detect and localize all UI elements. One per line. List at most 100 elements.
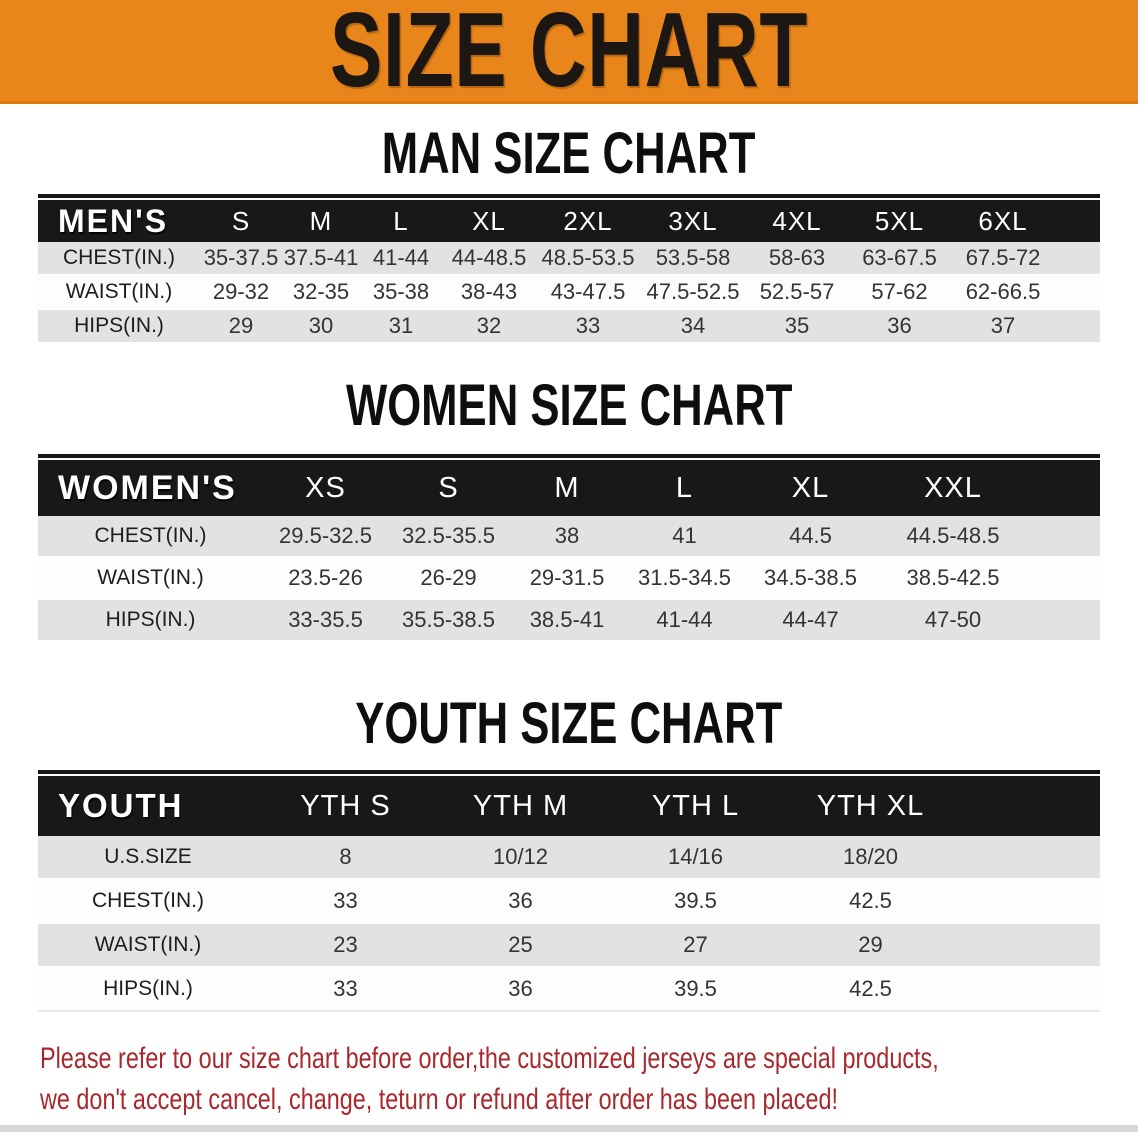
- table-row: WAIST(IN.) 23 25 27 29: [38, 924, 1100, 968]
- header-row: YOUTH YTH S YTH M YTH L YTH XL: [38, 774, 1100, 836]
- womens-size-table: WOMEN'S XS S M L XL XXL CHEST(IN.) 29.5-…: [38, 454, 1100, 642]
- size-value-cell: 32.5-35.5: [388, 516, 509, 558]
- disclaimer-text: Please refer to our size chart before or…: [40, 1038, 939, 1120]
- size-value-cell: 23.5-26: [263, 558, 388, 600]
- filler-cell: [1055, 198, 1100, 242]
- disclaimer-line-2: we don't accept cancel, change, teturn o…: [40, 1083, 838, 1116]
- table-row: CHEST(IN.) 29.5-32.5 32.5-35.5 38 41 44.…: [38, 516, 1100, 558]
- filler-cell: [1029, 458, 1100, 516]
- size-value-cell: 32: [442, 310, 536, 344]
- filler-cell: [958, 924, 1100, 968]
- bottom-border-strip: [0, 1125, 1138, 1132]
- size-value-cell: 62-66.5: [951, 276, 1055, 310]
- size-value-cell: 44-48.5: [442, 242, 536, 276]
- filler-cell: [1055, 276, 1100, 310]
- table-row: WAIST(IN.) 23.5-26 26-29 29-31.5 31.5-34…: [38, 558, 1100, 600]
- column-header: 5XL: [848, 198, 951, 242]
- row-label: HIPS(IN.): [38, 600, 263, 642]
- table-row: CHEST(IN.) 33 36 39.5 42.5: [38, 880, 1100, 924]
- size-value-cell: 8: [258, 836, 433, 880]
- column-header: YTH S: [258, 774, 433, 836]
- size-value-cell: 38.5-42.5: [877, 558, 1029, 600]
- size-value-cell: 48.5-53.5: [536, 242, 640, 276]
- table-row: CHEST(IN.) 35-37.5 37.5-41 41-44 44-48.5…: [38, 242, 1100, 276]
- column-header: YTH L: [608, 774, 783, 836]
- column-header: XL: [744, 458, 877, 516]
- size-value-cell: 57-62: [848, 276, 951, 310]
- size-value-cell: 35.5-38.5: [388, 600, 509, 642]
- men-heading-text: MAN SIZE CHART: [382, 119, 756, 186]
- size-value-cell: 63-67.5: [848, 242, 951, 276]
- header-row: WOMEN'S XS S M L XL XXL: [38, 458, 1100, 516]
- size-value-cell: 44.5-48.5: [877, 516, 1029, 558]
- size-value-cell: 31.5-34.5: [625, 558, 744, 600]
- size-value-cell: 47-50: [877, 600, 1029, 642]
- row-label: HIPS(IN.): [38, 310, 200, 344]
- size-value-cell: 34.5-38.5: [744, 558, 877, 600]
- size-value-cell: 52.5-57: [746, 276, 848, 310]
- row-label: WAIST(IN.): [38, 558, 263, 600]
- size-value-cell: 58-63: [746, 242, 848, 276]
- size-value-cell: 31: [360, 310, 442, 344]
- column-header: L: [360, 198, 442, 242]
- column-header: 6XL: [951, 198, 1055, 242]
- filler-cell: [1055, 242, 1100, 276]
- size-value-cell: 47.5-52.5: [640, 276, 746, 310]
- table-corner-label: MEN'S: [38, 198, 200, 242]
- size-value-cell: 42.5: [783, 880, 958, 924]
- column-header: XL: [442, 198, 536, 242]
- size-value-cell: 38: [509, 516, 625, 558]
- youth-size-table: YOUTH YTH S YTH M YTH L YTH XL U.S.SIZE …: [38, 770, 1100, 1012]
- banner-title: SIZE CHART: [329, 0, 809, 104]
- table-row: HIPS(IN.) 33-35.5 35.5-38.5 38.5-41 41-4…: [38, 600, 1100, 642]
- column-header: S: [200, 198, 282, 242]
- men-section-heading: MAN SIZE CHART: [0, 119, 1138, 186]
- size-value-cell: 44.5: [744, 516, 877, 558]
- column-header: 4XL: [746, 198, 848, 242]
- size-value-cell: 36: [433, 968, 608, 1012]
- column-header: YTH M: [433, 774, 608, 836]
- column-header: 2XL: [536, 198, 640, 242]
- row-label: WAIST(IN.): [38, 924, 258, 968]
- size-value-cell: 37: [951, 310, 1055, 344]
- size-value-cell: 41-44: [360, 242, 442, 276]
- row-label: WAIST(IN.): [38, 276, 200, 310]
- row-label: HIPS(IN.): [38, 968, 258, 1012]
- table-row: U.S.SIZE 8 10/12 14/16 18/20: [38, 836, 1100, 880]
- size-value-cell: 18/20: [783, 836, 958, 880]
- column-header: XXL: [877, 458, 1029, 516]
- table-row: HIPS(IN.) 29 30 31 32 33 34 35 36 37: [38, 310, 1100, 344]
- size-value-cell: 29: [783, 924, 958, 968]
- size-value-cell: 33: [258, 968, 433, 1012]
- size-value-cell: 37.5-41: [282, 242, 360, 276]
- table-row: WAIST(IN.) 29-32 32-35 35-38 38-43 43-47…: [38, 276, 1100, 310]
- size-value-cell: 23: [258, 924, 433, 968]
- size-value-cell: 33: [258, 880, 433, 924]
- size-value-cell: 38.5-41: [509, 600, 625, 642]
- size-value-cell: 44-47: [744, 600, 877, 642]
- size-value-cell: 29.5-32.5: [263, 516, 388, 558]
- banner: SIZE CHART: [0, 0, 1138, 104]
- size-value-cell: 53.5-58: [640, 242, 746, 276]
- size-value-cell: 38-43: [442, 276, 536, 310]
- column-header: 3XL: [640, 198, 746, 242]
- size-value-cell: 33: [536, 310, 640, 344]
- size-value-cell: 27: [608, 924, 783, 968]
- row-label: CHEST(IN.): [38, 242, 200, 276]
- youth-section-heading: YOUTH SIZE CHART: [0, 689, 1138, 756]
- filler-cell: [958, 968, 1100, 1012]
- size-value-cell: 43-47.5: [536, 276, 640, 310]
- mens-size-table: MEN'S S M L XL 2XL 3XL 4XL 5XL 6XL CHEST…: [38, 194, 1100, 344]
- youth-heading-text: YOUTH SIZE CHART: [355, 689, 783, 756]
- row-label: U.S.SIZE: [38, 836, 258, 880]
- size-value-cell: 33-35.5: [263, 600, 388, 642]
- size-value-cell: 29: [200, 310, 282, 344]
- filler-cell: [958, 880, 1100, 924]
- size-value-cell: 42.5: [783, 968, 958, 1012]
- size-value-cell: 26-29: [388, 558, 509, 600]
- filler-cell: [1029, 558, 1100, 600]
- size-value-cell: 35-37.5: [200, 242, 282, 276]
- size-value-cell: 39.5: [608, 880, 783, 924]
- column-header: YTH XL: [783, 774, 958, 836]
